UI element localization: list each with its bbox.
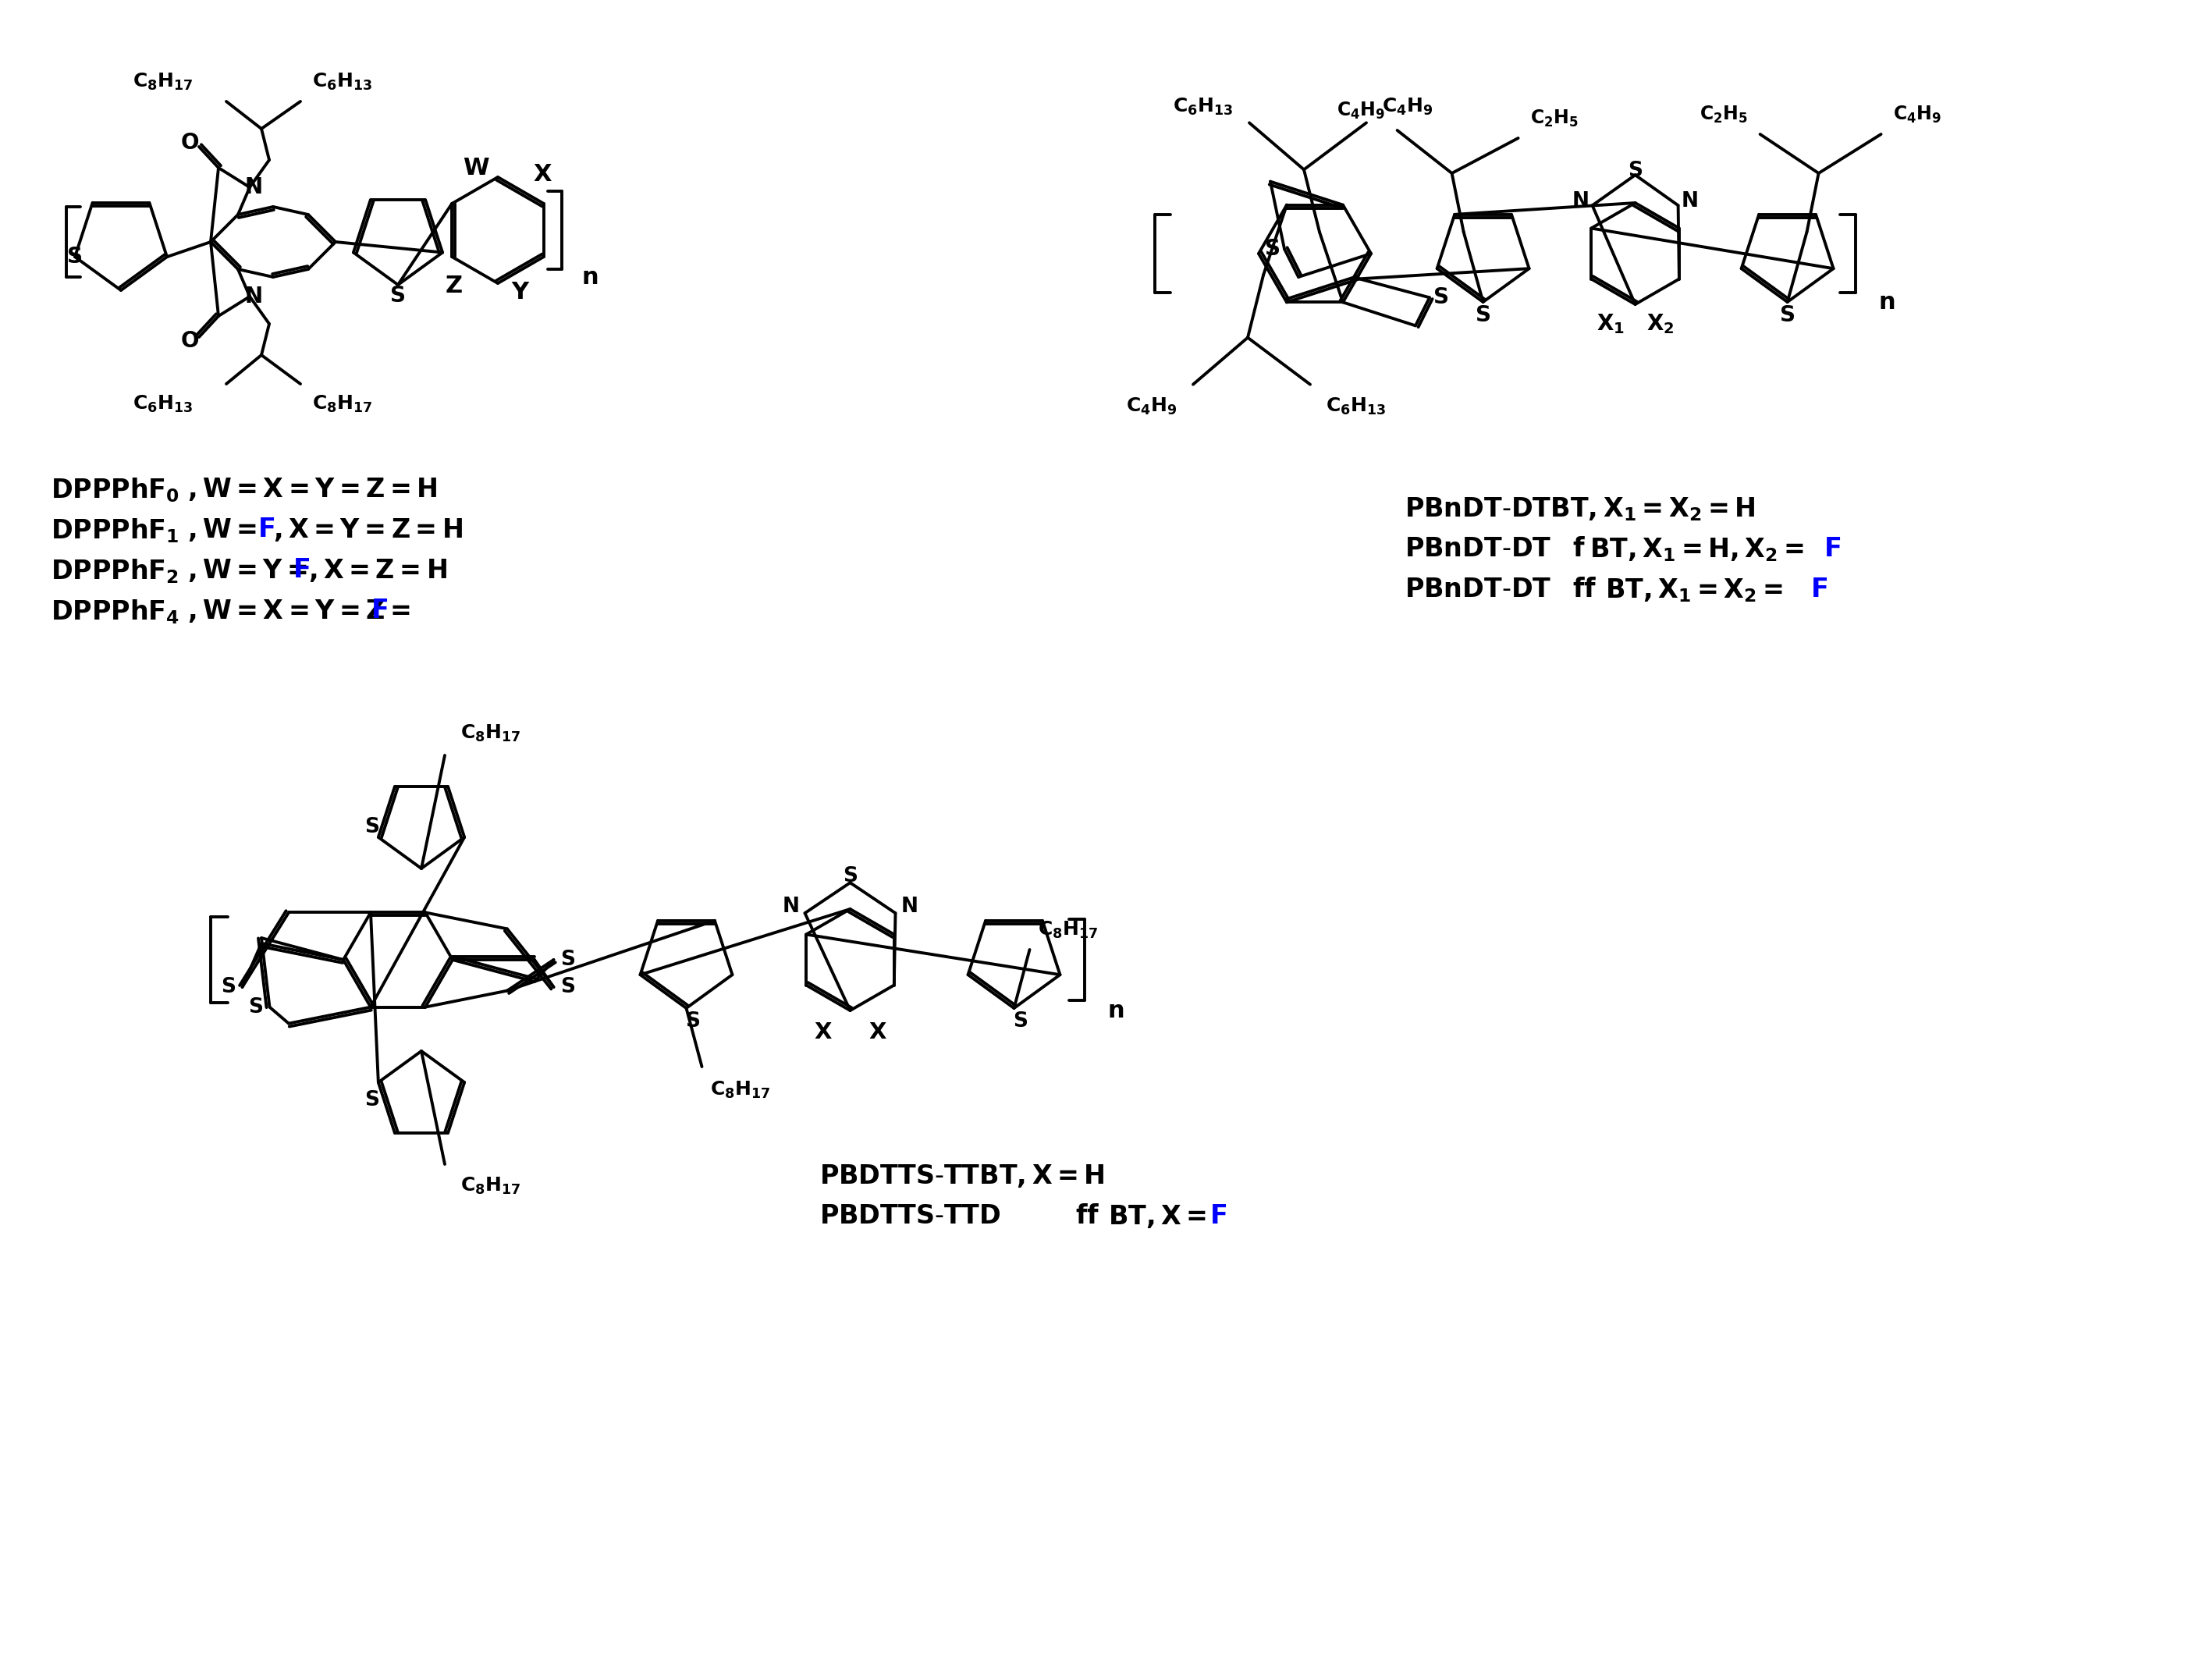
Text: $\mathbf{X}$: $\mathbf{X}$ [814, 1021, 831, 1043]
Text: $\mathbf{F}$: $\mathbf{F}$ [370, 598, 387, 623]
Text: S: S [363, 816, 379, 837]
Text: $\mathbf{DPPPhF_2}$: $\mathbf{DPPPhF_2}$ [50, 558, 179, 585]
Text: N: N [245, 176, 263, 198]
Text: $\mathbf{C_4H_9}$: $\mathbf{C_4H_9}$ [1383, 97, 1433, 118]
Text: S: S [560, 978, 575, 998]
Text: $\mathbf{C_8H_{17}}$: $\mathbf{C_8H_{17}}$ [459, 724, 521, 744]
Text: S: S [1475, 304, 1490, 326]
Text: $\mathbf{PBnDT\text{-}DT}$: $\mathbf{PBnDT\text{-}DT}$ [1405, 536, 1551, 561]
Text: $\mathbf{C_4H_9}$: $\mathbf{C_4H_9}$ [1337, 101, 1385, 121]
Text: $\mathbf{DPPPhF_4}$: $\mathbf{DPPPhF_4}$ [50, 598, 179, 625]
Text: $\mathbf{f}$: $\mathbf{f}$ [1573, 536, 1586, 561]
Text: S: S [1779, 304, 1794, 326]
Text: $\mathbf{X_2}$: $\mathbf{X_2}$ [1645, 312, 1674, 336]
Text: $\mathbf{PBnDT\text{-}DTBT, X_1 = X_2 = H}$: $\mathbf{PBnDT\text{-}DTBT, X_1 = X_2 = … [1405, 496, 1755, 522]
Text: n: n [582, 265, 597, 289]
Text: $\mathbf{BT, X_1 = H, X_2 = }$: $\mathbf{BT, X_1 = H, X_2 = }$ [1588, 536, 1803, 563]
Text: $\mathbf{ff}$: $\mathbf{ff}$ [1573, 576, 1597, 603]
Text: n: n [1879, 291, 1895, 312]
Text: Y: Y [512, 281, 527, 304]
Text: S: S [1013, 1011, 1028, 1032]
Text: $\mathbf{BT, X = }$: $\mathbf{BT, X = }$ [1107, 1203, 1206, 1230]
Text: S: S [1433, 287, 1448, 309]
Text: $\mathbf{, X = Y = Z = H}$: $\mathbf{, X = Y = Z = H}$ [274, 516, 464, 543]
Text: $\mathbf{C_6H_{13}}$: $\mathbf{C_6H_{13}}$ [133, 395, 193, 415]
Text: N: N [245, 286, 263, 307]
Text: $\mathbf{, W = X = Y = Z = H}$: $\mathbf{, W = X = Y = Z = H}$ [188, 475, 438, 502]
Text: $\mathbf{DPPPhF_0}$: $\mathbf{DPPPhF_0}$ [50, 475, 179, 504]
Text: $\mathbf{C_4H_9}$: $\mathbf{C_4H_9}$ [1127, 396, 1177, 417]
Text: $\mathbf{C_2H_5}$: $\mathbf{C_2H_5}$ [1700, 104, 1748, 124]
Text: O: O [179, 329, 199, 351]
Text: X: X [534, 163, 551, 186]
Text: $\mathbf{C_2H_5}$: $\mathbf{C_2H_5}$ [1529, 109, 1578, 129]
Text: N: N [901, 897, 919, 917]
Text: S: S [389, 286, 405, 307]
Text: $\mathbf{F}$: $\mathbf{F}$ [293, 558, 311, 583]
Text: $\mathbf{C_6H_{13}}$: $\mathbf{C_6H_{13}}$ [1326, 396, 1387, 417]
Text: S: S [1265, 239, 1280, 260]
Text: $\mathbf{C_8H_{17}}$: $\mathbf{C_8H_{17}}$ [313, 395, 372, 415]
Text: $\mathbf{X}$: $\mathbf{X}$ [869, 1021, 886, 1043]
Text: S: S [1628, 161, 1643, 181]
Text: S: S [68, 245, 83, 267]
Text: $\mathbf{C_8H_{17}}$: $\mathbf{C_8H_{17}}$ [459, 1176, 521, 1196]
Text: N: N [1680, 192, 1698, 212]
Text: O: O [179, 131, 199, 155]
Text: S: S [363, 1090, 379, 1110]
Text: $\mathbf{F}$: $\mathbf{F}$ [258, 516, 276, 543]
Text: $\mathbf{C_6H_{13}}$: $\mathbf{C_6H_{13}}$ [1173, 97, 1234, 118]
Text: S: S [221, 978, 236, 998]
Text: N: N [1571, 192, 1588, 212]
Text: $\mathbf{C_8H_{17}}$: $\mathbf{C_8H_{17}}$ [133, 72, 193, 92]
Text: W: W [464, 156, 490, 180]
Text: $\mathbf{F}$: $\mathbf{F}$ [1809, 576, 1827, 603]
Text: $\mathbf{, X = Z = H}$: $\mathbf{, X = Z = H}$ [309, 558, 446, 583]
Text: S: S [842, 867, 858, 887]
Text: $\mathbf{, W = X = Y = Z = }$: $\mathbf{, W = X = Y = Z = }$ [188, 598, 411, 625]
Text: $\mathbf{, W = }$: $\mathbf{, W = }$ [188, 516, 256, 543]
Text: n: n [1107, 1000, 1125, 1021]
Text: $\mathbf{DPPPhF_1}$: $\mathbf{DPPPhF_1}$ [50, 516, 179, 544]
Text: $\mathbf{PBDTTS\text{-}TTBT, X = H}$: $\mathbf{PBDTTS\text{-}TTBT, X = H}$ [818, 1163, 1105, 1189]
Text: $\mathbf{X_1}$: $\mathbf{X_1}$ [1597, 312, 1623, 336]
Text: $\mathbf{C_8H_{17}}$: $\mathbf{C_8H_{17}}$ [1037, 921, 1098, 941]
Text: S: S [247, 996, 263, 1016]
Text: $\mathbf{BT, X_1 = X_2 = }$: $\mathbf{BT, X_1 = X_2 = }$ [1606, 576, 1783, 603]
Text: $\mathbf{F}$: $\mathbf{F}$ [1823, 536, 1840, 561]
Text: N: N [783, 897, 799, 917]
Text: $\mathbf{ff}$: $\mathbf{ff}$ [1074, 1203, 1101, 1230]
Text: $\mathbf{C_6H_{13}}$: $\mathbf{C_6H_{13}}$ [313, 72, 372, 92]
Text: $\mathbf{C_4H_9}$: $\mathbf{C_4H_9}$ [1893, 104, 1941, 124]
Text: $\mathbf{PBnDT\text{-}DT}$: $\mathbf{PBnDT\text{-}DT}$ [1405, 576, 1551, 603]
Text: $\mathbf{F}$: $\mathbf{F}$ [1210, 1203, 1227, 1230]
Text: S: S [560, 949, 575, 969]
Text: $\mathbf{PBDTTS\text{-}TTD}$: $\mathbf{PBDTTS\text{-}TTD}$ [818, 1203, 1000, 1230]
Text: S: S [685, 1011, 700, 1032]
Text: $\mathbf{, W = Y = }$: $\mathbf{, W = Y = }$ [188, 558, 309, 583]
Text: $\mathbf{C_8H_{17}}$: $\mathbf{C_8H_{17}}$ [709, 1080, 770, 1100]
Text: Z: Z [446, 274, 462, 297]
